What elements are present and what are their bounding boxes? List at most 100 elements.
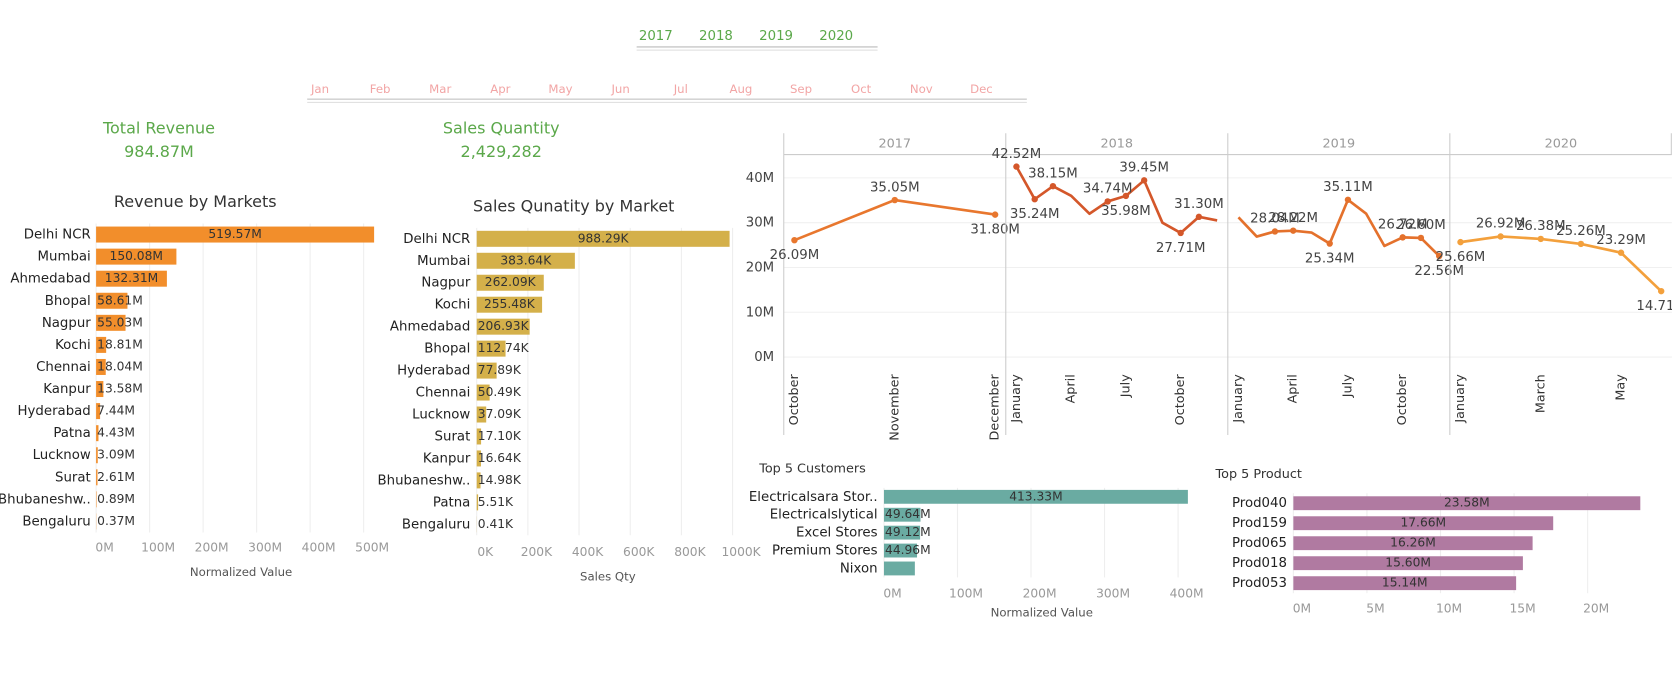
bar: [476, 362, 497, 379]
x-tick-label: 400M: [1170, 586, 1204, 600]
chart-title: Top 5 Customers: [758, 462, 866, 477]
category-label: Prod018: [1232, 556, 1287, 571]
point: [1457, 238, 1464, 246]
bar: [476, 450, 481, 467]
value-label: 35.98M: [1101, 204, 1151, 219]
value-label: 0.89M: [97, 492, 135, 506]
month-filter[interactable]: Feb: [370, 82, 391, 96]
x-tick-label: November: [887, 373, 902, 440]
month-filter[interactable]: Sep: [790, 82, 812, 96]
value-label: 17.10K: [478, 429, 522, 443]
value-label: 50.49K: [478, 385, 522, 399]
value-label: 31.30M: [1174, 197, 1224, 212]
x-tick-label: October: [787, 373, 802, 425]
point: [1290, 227, 1297, 234]
month-filter[interactable]: Jul: [673, 82, 688, 96]
category-label: Nagpur: [42, 316, 91, 331]
x-tick-label: 300M: [248, 540, 282, 554]
x-tick-label: 5M: [1366, 601, 1384, 615]
category-label: Chennai: [416, 386, 471, 401]
category-label: Bengaluru: [22, 514, 90, 529]
chart-title: Revenue by Markets: [114, 192, 277, 211]
year-filter[interactable]: 2017: [639, 29, 673, 44]
x-tick-label: 0M: [95, 540, 113, 554]
category-label: Patna: [433, 495, 470, 510]
category-label: Bhopal: [424, 342, 470, 357]
value-label: 49.12M: [885, 525, 931, 539]
month-filter[interactable]: Mar: [429, 82, 451, 96]
point: [1195, 213, 1203, 221]
point: [1399, 234, 1406, 241]
bar: [96, 226, 375, 243]
category-label: Ahmedabad: [10, 272, 90, 287]
point: [1177, 229, 1184, 237]
value-label: 25.34M: [1305, 251, 1355, 266]
bar: [96, 403, 101, 420]
point: [1031, 196, 1038, 203]
bar: [476, 230, 730, 247]
value-label: 25.66M: [1436, 250, 1486, 265]
value-label: 18.81M: [97, 337, 143, 351]
month-filter[interactable]: Aug: [729, 82, 752, 96]
value-label: 26.72M: [1378, 218, 1428, 233]
point: [991, 211, 999, 218]
bar: [96, 469, 98, 486]
bar: [883, 543, 918, 558]
point: [1577, 240, 1585, 248]
month-filter[interactable]: Jan: [310, 82, 329, 96]
value-label: 28.22M: [1268, 211, 1318, 226]
value-label: 2.61M: [97, 470, 135, 484]
category-label: Hyderabad: [397, 364, 470, 379]
year-filter[interactable]: 2019: [759, 29, 793, 44]
point: [1122, 192, 1130, 200]
value-label: 14.71M: [1636, 299, 1672, 314]
value-label: 112.74K: [478, 341, 530, 355]
value-label: 22.56M: [1414, 264, 1464, 279]
x-tick-label: 0M: [883, 586, 901, 600]
bar: [883, 489, 1188, 504]
x-tick-label: January: [1009, 374, 1024, 424]
month-filter[interactable]: Apr: [490, 82, 510, 96]
value-label: 23.58M: [1444, 496, 1490, 510]
bar: [96, 425, 99, 442]
value-label: 23.29M: [1596, 233, 1646, 248]
category-label: Hyderabad: [18, 404, 91, 419]
x-tick-label: 200K: [521, 545, 553, 559]
x-tick-label: January: [1453, 374, 1468, 424]
category-label: Nixon: [840, 561, 878, 576]
month-filter[interactable]: Oct: [851, 82, 872, 96]
kpi-label: Sales Quantity: [443, 119, 560, 138]
value-label: 15.14M: [1382, 576, 1428, 590]
year-filter[interactable]: 2020: [819, 29, 853, 44]
category-label: Electricalslytical: [770, 508, 878, 523]
point: [791, 236, 798, 244]
x-tick-label: 100M: [949, 586, 983, 600]
value-label: 38.15M: [1028, 166, 1078, 181]
x-tick-label: October: [1395, 373, 1410, 425]
point: [1140, 177, 1148, 184]
x-axis-label: Normalized Value: [190, 565, 292, 579]
point: [1657, 287, 1665, 295]
x-tick-label: October: [1173, 373, 1188, 425]
category-label: Surat: [435, 429, 471, 444]
month-filter[interactable]: May: [548, 82, 572, 96]
month-filter[interactable]: Jun: [610, 82, 629, 96]
value-label: 37.09K: [478, 407, 522, 421]
value-label: 16.26M: [1390, 536, 1436, 550]
month-filter[interactable]: Nov: [910, 82, 933, 96]
bar: [476, 384, 490, 401]
year-filter[interactable]: 2018: [699, 29, 733, 44]
category-label: Kochi: [435, 298, 471, 313]
month-filter[interactable]: Dec: [970, 82, 993, 96]
value-label: 0.37M: [97, 514, 135, 528]
category-label: Kochi: [55, 338, 91, 353]
value-label: 16.64K: [478, 451, 522, 465]
bar: [883, 507, 921, 522]
value-label: 132.31M: [105, 271, 158, 285]
x-tick-label: 400M: [302, 540, 336, 554]
bar: [476, 340, 506, 357]
x-tick-label: March: [1533, 374, 1548, 413]
point: [1326, 240, 1333, 247]
category-label: Bhopal: [45, 294, 91, 309]
category-label: Kanpur: [423, 451, 471, 466]
